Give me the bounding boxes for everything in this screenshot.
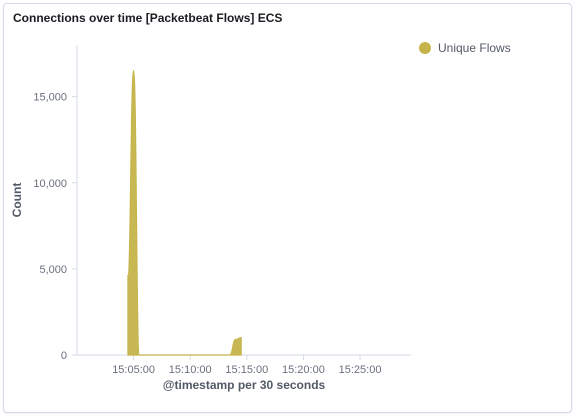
data-point [178,354,180,356]
data-point [127,275,129,277]
legend-item-unique-flows[interactable]: Unique Flows [419,41,511,55]
data-point [127,354,129,356]
data-point [144,354,146,356]
series-layer [127,70,242,356]
data-point [217,354,220,356]
legend-label: Unique Flows [438,41,511,55]
data-point [183,354,186,356]
data-point [189,354,191,356]
data-point [166,354,169,356]
x-tick-label: 15:10:00 [169,364,212,376]
legend-swatch-icon [419,42,431,54]
data-point [212,354,214,356]
data-point [234,338,237,341]
data-point [240,337,242,339]
x-tick-label: 15:25:00 [339,364,382,376]
data-point [200,354,203,356]
y-axis-title: Count [10,183,24,218]
tick-labels-layer: 0 5,000 10,000 15,000 15:05:00 15:10:00 15:15:… [33,92,381,376]
data-point [172,354,174,356]
visualization-panel: Connections over time [Packetbeat Flows]… [3,3,572,413]
data-point [138,354,140,356]
data-point [149,354,152,356]
x-tick-label: 15:05:00 [112,364,155,376]
y-tick-label: 0 [61,350,67,362]
y-tick-label: 10,000 [33,178,67,190]
x-axis-title: @timestamp per 30 seconds [163,378,326,392]
data-point [229,354,231,356]
x-tick-label: 15:20:00 [282,364,325,376]
y-tick-label: 15,000 [33,92,67,104]
y-tick-label: 5,000 [39,264,67,276]
data-point [195,354,197,356]
data-point [155,354,157,356]
axes-layer [72,45,411,360]
data-point [240,354,242,356]
data-point [206,354,208,356]
series-area-unique-flows[interactable] [127,70,242,356]
x-tick-label: 15:15:00 [225,364,268,376]
data-point [223,354,225,356]
panel-title: Connections over time [Packetbeat Flows]… [13,11,283,25]
data-point [161,354,163,356]
data-point [133,70,135,72]
